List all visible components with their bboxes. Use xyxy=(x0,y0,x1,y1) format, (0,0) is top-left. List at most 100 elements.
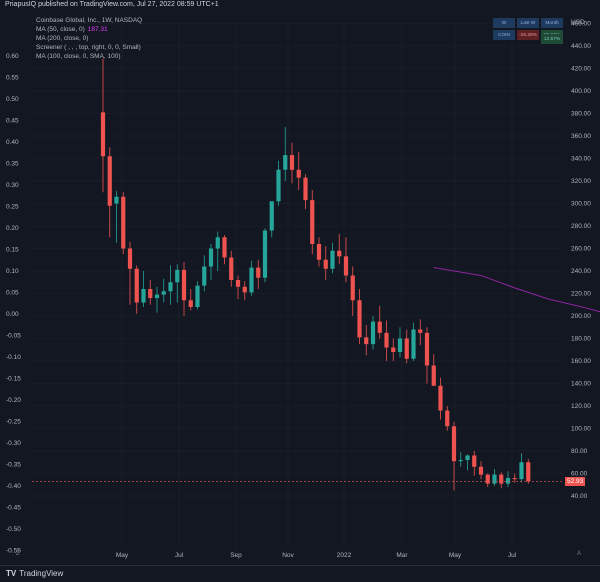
candle-body xyxy=(526,462,531,482)
candle-body xyxy=(384,332,389,348)
candle-body xyxy=(154,294,160,298)
price-tick-label: 400.00 xyxy=(571,88,591,95)
candle-body xyxy=(256,267,261,278)
price-tick-label: 160.00 xyxy=(571,358,591,365)
price-tick-label: 420.00 xyxy=(571,66,591,73)
candle-body xyxy=(404,338,409,359)
screener-header-month: Month xyxy=(541,18,563,28)
candle-body xyxy=(148,289,153,298)
candle-body xyxy=(370,321,376,345)
legend-screener[interactable]: Screener ( , , , top, right, 0, 0, Small… xyxy=(36,44,141,51)
candle-body xyxy=(262,230,268,278)
candle-body xyxy=(492,474,497,484)
tradingview-logo-icon: TV xyxy=(6,569,17,578)
candle-body xyxy=(472,455,477,467)
legend-ma100[interactable]: MA (100, close, 0, SMA, 100) xyxy=(36,53,121,60)
scale-tick-label: -0.55 xyxy=(6,548,21,555)
price-tick-label: 440.00 xyxy=(571,43,591,50)
candle-body xyxy=(438,385,443,411)
screener-header-w: W xyxy=(493,18,515,28)
legend-ma200[interactable]: MA (200, close, 0) xyxy=(36,35,89,42)
candle-body xyxy=(296,169,301,178)
candle-body xyxy=(127,248,133,269)
zoom-left-button[interactable]: Z xyxy=(16,551,20,557)
time-axis[interactable]: May Jul Sep Nov 2022 Mar May Jul xyxy=(116,552,517,559)
candle-body xyxy=(276,169,281,202)
scale-tick-label: 0.45 xyxy=(6,118,19,125)
candle-body xyxy=(235,280,241,287)
candle-body xyxy=(114,196,119,204)
price-tick-label: 60.00 xyxy=(571,471,588,478)
publisher-text: PriapusIQ published on TradingView.com, … xyxy=(5,1,219,8)
scale-tick-label: 0.30 xyxy=(6,182,19,189)
candle-body xyxy=(499,474,504,484)
scale-tick-label: 0.15 xyxy=(6,247,19,254)
price-tick-label: 360.00 xyxy=(571,133,591,140)
candle-body xyxy=(505,478,511,484)
candle-body xyxy=(208,248,214,267)
candle-body xyxy=(134,268,139,303)
candle-body xyxy=(310,200,315,244)
time-tick-label: Nov xyxy=(282,552,294,559)
legend-ma50-label: MA (50, close, 0) xyxy=(36,26,85,33)
tradingview-brand[interactable]: TV TradingView xyxy=(6,569,63,578)
chart-legend: Coinbase Global, Inc., 1W, NASDAQ MA (50… xyxy=(36,16,142,61)
candle-body xyxy=(188,300,193,307)
time-tick-label: Mar xyxy=(396,552,408,559)
price-tick-label: 260.00 xyxy=(571,246,591,253)
candle-body xyxy=(364,337,369,345)
candle-body xyxy=(519,462,524,480)
candle-body xyxy=(391,347,396,352)
ma-polyline xyxy=(433,267,600,313)
scale-tick-label: 0.10 xyxy=(6,268,19,275)
candle-body xyxy=(161,291,166,295)
candle-body xyxy=(316,244,322,260)
scale-tick-label: -0.20 xyxy=(6,397,21,404)
price-tick-label: 140.00 xyxy=(571,381,591,388)
scale-tick-label: 0.55 xyxy=(6,75,19,82)
candle-body xyxy=(445,410,450,427)
legend-ma50[interactable]: MA (50, close, 0) 187.31 xyxy=(36,25,142,34)
candle-body xyxy=(418,329,423,333)
candle-body xyxy=(303,177,308,201)
candle-body xyxy=(377,321,382,333)
price-tick-label: 240.00 xyxy=(571,268,591,275)
brand-name: TradingView xyxy=(19,569,64,578)
candles xyxy=(100,58,531,491)
candle-body xyxy=(195,285,200,307)
legend-title: Coinbase Global, Inc., 1W, NASDAQ xyxy=(36,17,143,24)
time-tick-label: Jul xyxy=(175,552,184,559)
time-tick-label: May xyxy=(449,552,462,559)
auto-scale-button[interactable]: A xyxy=(577,551,582,557)
scale-tick-label: -0.25 xyxy=(6,419,21,426)
candle-body xyxy=(168,282,173,292)
candle-body xyxy=(283,155,288,170)
price-tick-label: 40.00 xyxy=(571,493,588,500)
time-tick-label: May xyxy=(116,552,129,559)
candle-body xyxy=(397,338,403,352)
scale-tick-label: 0.35 xyxy=(6,161,19,168)
price-tick-label: 80.00 xyxy=(571,448,588,455)
scale-tick-label: -0.45 xyxy=(6,505,21,512)
candle-body xyxy=(323,259,328,269)
scale-tick-label: 0.20 xyxy=(6,225,19,232)
screener-header-last-w: Last W xyxy=(517,18,539,28)
scale-tick-label: 0.05 xyxy=(6,290,19,297)
candle-body xyxy=(465,455,470,460)
moving-average-line xyxy=(433,267,600,313)
candle-body xyxy=(357,300,362,338)
right-price-axis[interactable]: 40.00 60.00 80.00 100.00 120.00 140.00 160.00 1… xyxy=(571,19,591,500)
legend-ma50-value: 187.31 xyxy=(87,26,108,33)
scale-tick-label: 0.50 xyxy=(6,96,19,103)
candle-body xyxy=(269,201,274,231)
price-chart[interactable]: 40.00 60.00 80.00 100.00 120.00 140.00 160.00 1… xyxy=(0,12,600,565)
price-tick-label: 460.00 xyxy=(571,21,591,28)
scale-tick-label: 0.25 xyxy=(6,204,19,211)
screener-value-w: -25.26% xyxy=(517,30,539,40)
candle-body xyxy=(451,426,457,462)
last-price-label: 52.93 xyxy=(565,476,586,486)
scale-tick-label: -0.50 xyxy=(6,526,21,533)
candle-body xyxy=(215,237,220,249)
candle-body xyxy=(343,256,349,276)
time-tick-label: Sep xyxy=(230,552,242,559)
